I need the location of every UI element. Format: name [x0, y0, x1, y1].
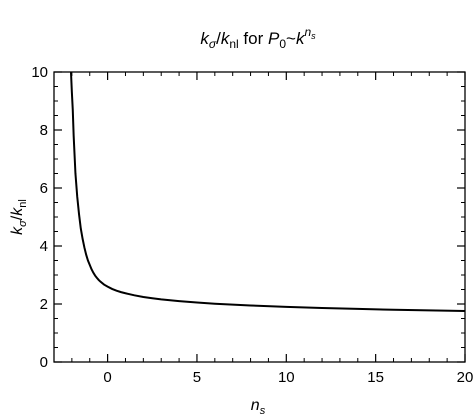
- x-tick-label: 20: [457, 369, 474, 386]
- y-tick-label: 2: [40, 296, 48, 313]
- x-tick-label: 15: [367, 369, 384, 386]
- y-tick-label: 0: [40, 354, 48, 371]
- x-axis-label: ns: [251, 397, 266, 415]
- y-tick-label: 8: [40, 122, 48, 139]
- plot-frame: [53, 71, 466, 363]
- y-tick-label: 6: [40, 180, 48, 197]
- series-line: [69, 71, 466, 312]
- axis-tick-labels: 0 5 10 15 20 0 2 4 6 8 10: [31, 64, 473, 386]
- y-axis-label: kσ/knl: [9, 199, 29, 235]
- chart-title: kσ/knl for P0~kns: [200, 25, 316, 51]
- x-tick-label: 10: [278, 369, 295, 386]
- x-tick-label: 0: [103, 369, 111, 386]
- y-tick-label: 4: [40, 238, 48, 255]
- y-tick-label: 10: [31, 64, 48, 81]
- x-tick-label: 5: [193, 369, 201, 386]
- axis-ticks: [53, 71, 466, 363]
